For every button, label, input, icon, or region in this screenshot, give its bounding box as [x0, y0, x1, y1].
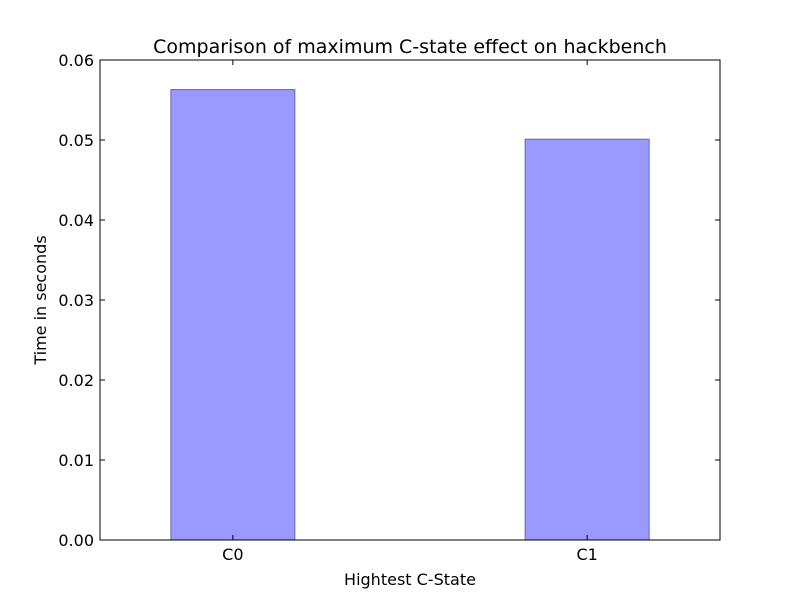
y-tick-label: 0.03: [58, 291, 94, 310]
y-tick-label: 0.06: [58, 51, 94, 70]
bar-c0: [170, 89, 296, 541]
x-axis-label: Hightest C-State: [344, 570, 476, 589]
y-axis-label: Time in seconds: [31, 235, 50, 365]
y-tick-label: 0.02: [58, 371, 94, 390]
y-tick-label: 0.04: [58, 211, 94, 230]
bar-c1: [524, 138, 650, 541]
chart-title: Comparison of maximum C-state effect on …: [153, 36, 667, 58]
x-tick-label: C0: [222, 545, 243, 564]
y-axis-ticks: 0.00 0.01 0.02 0.03 0.04 0.05 0.06: [58, 51, 720, 550]
y-tick-label: 0.01: [58, 451, 94, 470]
bars-group: [170, 89, 650, 541]
y-tick-label: 0.05: [58, 131, 94, 150]
x-tick-label: C1: [576, 545, 597, 564]
y-tick-label: 0.00: [58, 531, 94, 550]
x-axis-ticks: C0 C1: [222, 60, 598, 564]
